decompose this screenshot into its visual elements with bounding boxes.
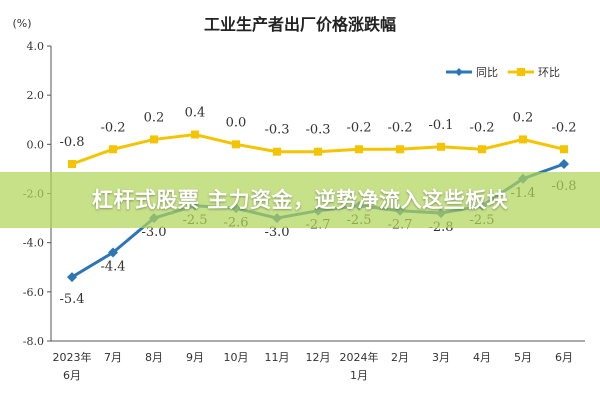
data-point: [355, 145, 363, 154]
y-tick-label: -4.0: [23, 237, 44, 250]
x-tick-label: 6月: [555, 351, 573, 364]
x-tick-label: 11月: [265, 351, 290, 364]
data-point: [437, 142, 445, 151]
data-point: [519, 135, 527, 144]
y-tick-label: -6.0: [23, 286, 44, 299]
data-point: [273, 147, 281, 156]
data-label: -3.0: [141, 225, 166, 240]
data-label: -0.2: [387, 120, 412, 135]
y-tick-label: 4.0: [27, 40, 45, 53]
y-tick-label: -8.0: [23, 335, 44, 348]
data-point: [478, 145, 486, 154]
data-point: [67, 272, 77, 283]
legend-label: 环比: [538, 66, 560, 79]
x-tick-label: 6月: [63, 369, 81, 382]
data-label: -5.4: [59, 292, 84, 307]
x-tick-label: 4月: [473, 351, 491, 364]
data-label: -0.2: [346, 120, 371, 135]
data-point: [232, 140, 240, 149]
y-tick-label: 0.0: [27, 138, 45, 151]
legend-marker: [517, 68, 525, 76]
overlay-banner-text: 杠杆式股票 主力资金，逆势净流入这些板块: [91, 188, 509, 212]
x-tick-label: 1月: [350, 369, 368, 382]
chart-title: 工业生产者出厂价格涨跌幅: [204, 15, 396, 34]
data-point: [191, 130, 199, 139]
data-label: 0.2: [513, 110, 534, 125]
data-label: -0.8: [59, 135, 84, 150]
x-tick-label: 12月: [306, 351, 331, 364]
x-tick-labels: 2023年 6月 7月 8月 9月 10月 11月 12月 2024年 1月 2月 3月 4月 5月 6月: [53, 350, 574, 382]
data-label: 0.4: [185, 106, 206, 121]
legend: 同比 环比: [446, 66, 560, 79]
data-point: [560, 145, 568, 154]
data-label: -3.0: [264, 225, 289, 240]
y-tick-label: 2.0: [27, 89, 45, 102]
series-mom: -0.8 -0.2 0.2 0.4 0.0 -0.3 -0.3 -0.2 -0.2 -0.1 -0.…: [59, 106, 577, 168]
x-tick-label: 2月: [391, 351, 409, 364]
x-tick-label: 2024年: [340, 350, 379, 364]
data-point: [109, 145, 117, 154]
x-tick-label: 9月: [186, 351, 204, 364]
data-label: -0.3: [305, 123, 330, 138]
data-point: [314, 147, 322, 156]
data-point: [108, 247, 118, 258]
data-label: -0.1: [428, 118, 453, 133]
x-tick-label: 3月: [432, 351, 450, 364]
data-label: -0.2: [469, 120, 494, 135]
legend-marker: [455, 68, 463, 76]
x-tick-label: 7月: [104, 351, 122, 364]
data-point: [396, 145, 404, 154]
x-tick-label: 10月: [224, 351, 249, 364]
data-point: [559, 159, 569, 169]
x-tick-label: 2023年: [53, 350, 92, 364]
x-tick-label: 5月: [514, 351, 532, 364]
legend-label: 同比: [476, 66, 498, 79]
data-label: -0.3: [264, 123, 289, 138]
data-label: -0.2: [551, 120, 576, 135]
data-label: 0.0: [226, 115, 247, 130]
x-tick-label: 8月: [145, 351, 163, 364]
data-label: -4.4: [100, 260, 125, 275]
data-point: [150, 135, 158, 144]
data-label: 0.2: [144, 110, 165, 125]
overlay-banner: [0, 172, 600, 228]
data-label: -0.2: [100, 120, 125, 135]
y-axis-unit: (%): [12, 17, 31, 30]
data-point: [68, 160, 76, 168]
